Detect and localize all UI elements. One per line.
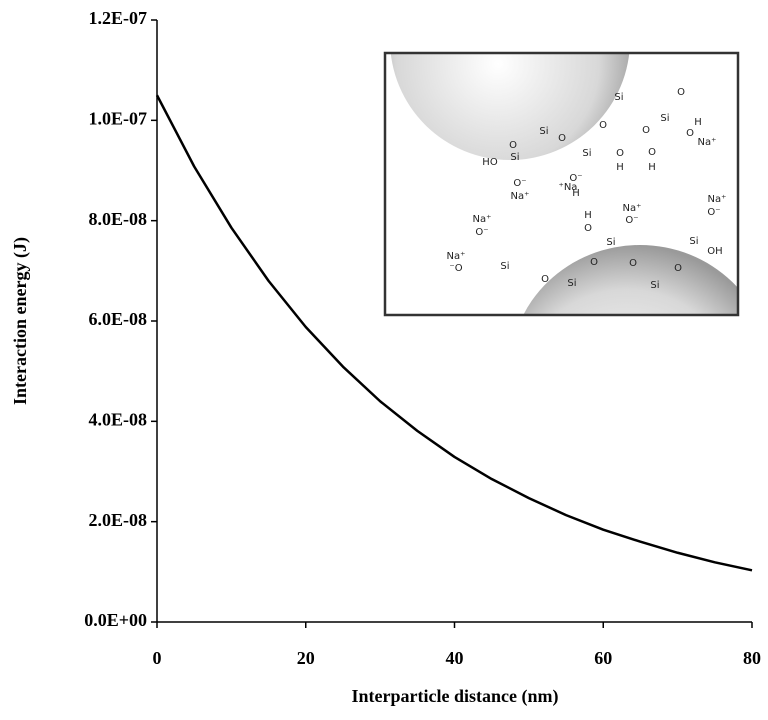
- inset-label: Na⁺: [698, 137, 717, 148]
- inset-label: O⁻: [513, 178, 526, 189]
- y-axis-title: Interaction energy (J): [10, 237, 31, 405]
- particle: [390, 53, 630, 160]
- x-tick-label: 40: [446, 648, 464, 668]
- inset-label: Si: [650, 280, 659, 291]
- inset-label: Na⁺: [473, 214, 492, 225]
- inset-label: O: [648, 147, 656, 158]
- inset-label: Si: [606, 237, 615, 248]
- inset-label: O: [590, 257, 598, 268]
- inset-label: O: [674, 263, 682, 274]
- inset-label: O: [677, 87, 685, 98]
- inset-label: O: [509, 140, 517, 151]
- inset-label: O⁻: [625, 215, 638, 226]
- inset-label: Si: [582, 148, 591, 159]
- y-tick-label: 1.0E-07: [89, 108, 148, 128]
- x-tick-label: 0: [153, 648, 162, 668]
- y-tick-label: 0.0E+00: [84, 610, 147, 630]
- y-tick-label: 1.2E-07: [89, 8, 148, 28]
- inset-label: O: [629, 258, 637, 269]
- inset-label: H: [572, 188, 580, 199]
- inset-label: O: [558, 133, 566, 144]
- inset-label: Si: [500, 261, 509, 272]
- inset-label: HO: [482, 157, 498, 168]
- inset-label: Si: [614, 92, 623, 103]
- inset-label: O: [616, 148, 624, 159]
- inset-label: O: [642, 125, 650, 136]
- y-tick-label: 2.0E-08: [89, 510, 148, 530]
- y-tick-label: 6.0E-08: [89, 309, 148, 329]
- inset-label: Na⁺: [447, 251, 466, 262]
- inset-label: O⁻: [475, 227, 488, 238]
- inset-diagram: SiOSiOOHNa⁺OHOSiO⁻HOH⁺NaSiOOSiHOO⁻Na⁺Na⁺…: [383, 51, 740, 317]
- inset-label: ⁻O: [449, 263, 462, 274]
- particle: [523, 245, 738, 315]
- inset-label: H: [648, 162, 656, 173]
- inset-label: Si: [660, 113, 669, 124]
- inset-label: O: [584, 223, 592, 234]
- inset-label: O: [686, 128, 694, 139]
- inset-label: O: [541, 274, 549, 285]
- inset-label: Si: [510, 152, 519, 163]
- x-axis-title: Interparticle distance (nm): [352, 686, 559, 707]
- inset-label: Na⁺: [623, 203, 642, 214]
- inset-label: O⁻: [569, 173, 582, 184]
- inset-frame: [383, 51, 740, 317]
- inset-label: Si: [567, 278, 576, 289]
- inset-label: Na⁺: [511, 191, 530, 202]
- inset-label: H: [694, 117, 702, 128]
- x-tick-label: 80: [743, 648, 761, 668]
- inset-label: O⁻: [707, 207, 720, 218]
- inset-label: ⁺Na: [559, 182, 578, 193]
- y-tick-label: 4.0E-08: [89, 409, 148, 429]
- x-tick-label: 20: [297, 648, 315, 668]
- line-series: [155, 94, 753, 572]
- y-tick-label: 8.0E-08: [89, 209, 148, 229]
- inset-label: Si: [539, 126, 548, 137]
- inset-label: O: [599, 120, 607, 131]
- inset-label: OH: [707, 246, 722, 257]
- inset-label: Na⁺: [708, 194, 727, 205]
- inset-label: H: [616, 162, 624, 173]
- inset-label: H: [584, 210, 592, 221]
- x-tick-label: 60: [594, 648, 612, 668]
- inset-label: Si: [689, 236, 698, 247]
